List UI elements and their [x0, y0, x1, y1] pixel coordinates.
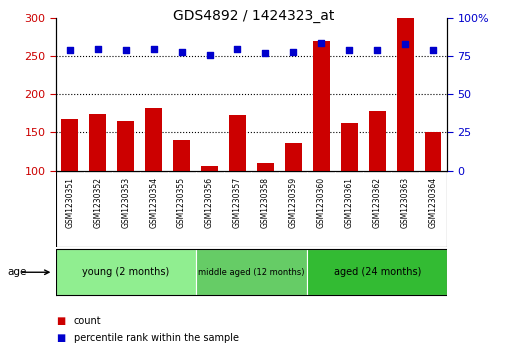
Text: GSM1230359: GSM1230359 [289, 177, 298, 228]
Text: aged (24 months): aged (24 months) [334, 267, 421, 277]
Bar [173, 140, 190, 171]
Point [66, 47, 74, 53]
Text: count: count [74, 316, 101, 326]
Text: middle aged (12 months): middle aged (12 months) [198, 268, 305, 277]
Text: GSM1230361: GSM1230361 [345, 177, 354, 228]
Point [317, 40, 325, 45]
Text: GSM1230351: GSM1230351 [66, 177, 74, 228]
Bar [56, 249, 196, 295]
Bar [369, 111, 386, 171]
Bar [201, 166, 218, 171]
Point [429, 47, 437, 53]
Point [401, 41, 409, 47]
Text: GSM1230358: GSM1230358 [261, 177, 270, 228]
Text: GSM1230364: GSM1230364 [429, 177, 437, 228]
Point [290, 49, 298, 54]
Bar [341, 123, 358, 171]
Bar [196, 249, 307, 295]
Point [178, 49, 186, 54]
Text: GSM1230362: GSM1230362 [373, 177, 382, 228]
Bar [229, 115, 246, 171]
Text: ■: ■ [56, 333, 65, 343]
Text: GSM1230357: GSM1230357 [233, 177, 242, 228]
Text: GSM1230354: GSM1230354 [149, 177, 158, 228]
Text: GSM1230363: GSM1230363 [401, 177, 409, 228]
Text: GSM1230356: GSM1230356 [205, 177, 214, 228]
Text: GSM1230355: GSM1230355 [177, 177, 186, 228]
Text: percentile rank within the sample: percentile rank within the sample [74, 333, 239, 343]
Bar [257, 163, 274, 171]
Bar [285, 143, 302, 171]
Bar [89, 114, 106, 171]
Point [122, 47, 130, 53]
Bar [61, 119, 78, 171]
Bar [117, 121, 134, 171]
Bar [313, 41, 330, 171]
Point [261, 50, 269, 56]
Point [93, 46, 102, 52]
Point [150, 46, 158, 52]
Text: ■: ■ [56, 316, 65, 326]
Point [345, 47, 354, 53]
Text: GDS4892 / 1424323_at: GDS4892 / 1424323_at [173, 9, 335, 23]
Text: GSM1230352: GSM1230352 [93, 177, 102, 228]
Text: GSM1230360: GSM1230360 [317, 177, 326, 228]
Bar [307, 249, 447, 295]
Bar [425, 132, 441, 171]
Text: age: age [8, 267, 27, 277]
Point [373, 47, 381, 53]
Text: young (2 months): young (2 months) [82, 267, 169, 277]
Bar [397, 18, 414, 171]
Bar [145, 108, 162, 171]
Point [205, 52, 214, 58]
Point [234, 46, 242, 52]
Text: GSM1230353: GSM1230353 [121, 177, 130, 228]
